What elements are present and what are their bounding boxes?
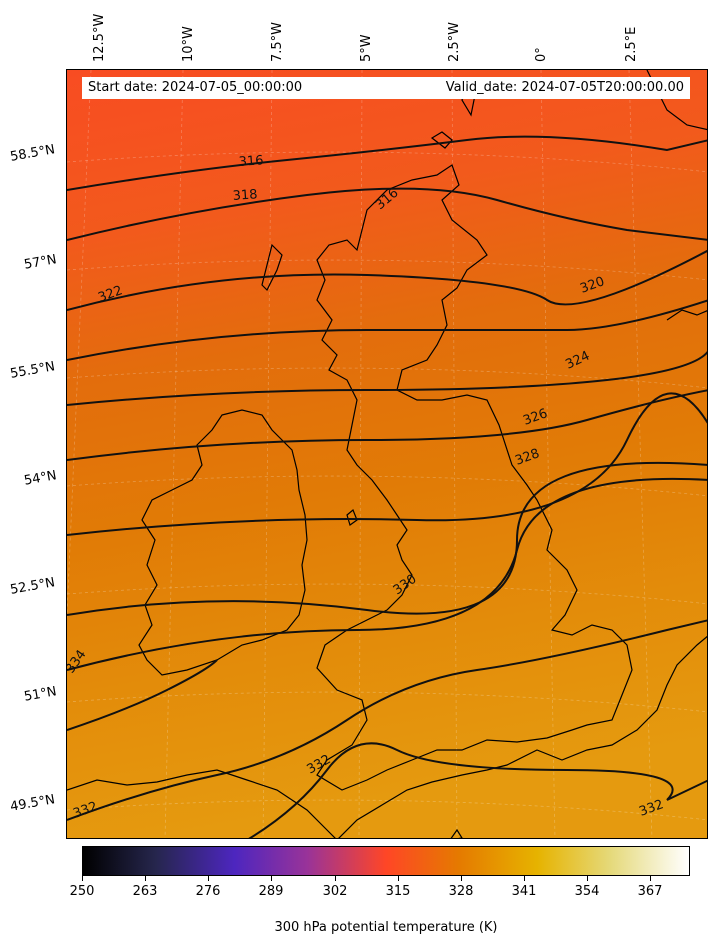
- lon-label-2-5e: 2.5°E: [624, 26, 639, 62]
- contour-label: 318: [232, 187, 258, 204]
- colorbar-tick: [82, 876, 83, 881]
- lat-label-58-5n: 58.5°N: [9, 142, 57, 165]
- lon-label-5w: 5°W: [359, 34, 374, 62]
- contour-318: [67, 187, 707, 241]
- colorbar-tick: [271, 876, 272, 881]
- contour-320: [67, 249, 707, 311]
- graticule: [67, 70, 707, 838]
- ireland-coast: [138, 409, 308, 676]
- lat-label-57n: 57°N: [22, 252, 58, 273]
- lat-label-49-5n: 49.5°N: [9, 792, 57, 815]
- colorbar-tick-label: 367: [637, 884, 663, 899]
- colorbar-title: 300 hPa potential temperature (K): [274, 920, 498, 935]
- lon-label-10w: 10°W: [181, 26, 196, 62]
- colorbar-tick: [524, 876, 525, 881]
- contour-316: [67, 135, 707, 191]
- lon-label-7-5w: 7.5°W: [270, 21, 285, 62]
- colorbar-tick: [335, 876, 336, 881]
- contour-lines: [67, 135, 707, 838]
- colorbar-tick-label: 289: [258, 884, 284, 899]
- colorbar-tick: [208, 876, 209, 881]
- colorbar-tick-label: 341: [511, 884, 537, 899]
- map-panel: 316 316 318 320 322 324 326 328 330 332 …: [66, 69, 708, 839]
- colorbar-gradient: [83, 847, 689, 875]
- colorbar-tick-label: 315: [385, 884, 411, 899]
- lat-label-52-5n: 52.5°N: [9, 575, 57, 598]
- coastlines: [67, 70, 707, 838]
- lat-label-54n: 54°N: [22, 468, 58, 489]
- great-britain-coast: [316, 164, 633, 791]
- lat-label-55-5n: 55.5°N: [9, 359, 57, 382]
- lat-label-51n: 51°N: [22, 684, 58, 705]
- contour-330: [67, 461, 707, 616]
- valid-date: Valid_date: 2024-07-05T20:00:00.00: [445, 80, 684, 95]
- date-info-bar: Start date: 2024-07-05_00:00:00 Valid_da…: [82, 77, 690, 99]
- lon-label-2-5w: 2.5°W: [447, 21, 462, 62]
- colorbar-tick-label: 250: [69, 884, 95, 899]
- contour-326: [67, 389, 707, 461]
- contour-324: [67, 350, 707, 406]
- denmark-coast: [666, 309, 707, 321]
- colorbar-tick: [587, 876, 588, 881]
- contour-332-north: [67, 477, 707, 671]
- orkney: [430, 131, 453, 149]
- brittany-coast: [67, 769, 336, 838]
- outer-hebrides: [261, 243, 283, 292]
- contour-334: [67, 659, 218, 731]
- contour-labels: 316 316 318 320 322 324 326 328 330 332 …: [67, 153, 666, 821]
- contour-332-south: [248, 742, 707, 838]
- contour-332-mid: [67, 619, 707, 821]
- continent-coast: [338, 635, 707, 838]
- contour-328: [67, 392, 707, 536]
- colorbar: [82, 846, 690, 876]
- lon-label-12-5w: 12.5°W: [92, 13, 107, 62]
- colorbar-tick: [650, 876, 651, 881]
- channel-islands: [450, 828, 463, 838]
- colorbar-tick: [145, 876, 146, 881]
- lon-label-0: 0°: [534, 47, 549, 62]
- temperature-field: [67, 70, 707, 838]
- potential-temperature-map: 316 316 318 320 322 324 326 328 330 332 …: [67, 70, 707, 838]
- colorbar-tick: [461, 876, 462, 881]
- colorbar-tick-label: 263: [132, 884, 158, 899]
- colorbar-tick-label: 302: [322, 884, 348, 899]
- colorbar-tick-label: 354: [574, 884, 600, 899]
- colorbar-tick-label: 328: [448, 884, 474, 899]
- start-date: Start date: 2024-07-05_00:00:00: [88, 80, 303, 95]
- contour-label: 316: [238, 153, 264, 170]
- contour-322: [67, 299, 707, 361]
- colorbar-tick-label: 276: [195, 884, 221, 899]
- colorbar-tick: [398, 876, 399, 881]
